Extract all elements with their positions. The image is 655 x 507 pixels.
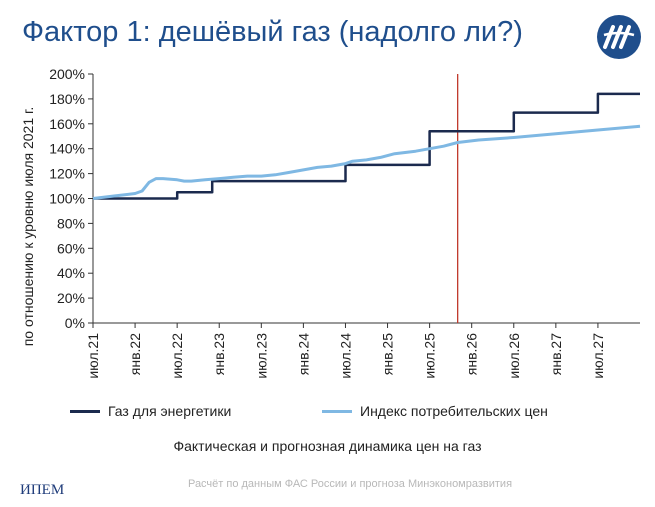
org-label: ИПЕМ xyxy=(20,482,65,498)
y-tick-label: 140% xyxy=(49,141,85,157)
x-tick-label: июл.25 xyxy=(422,333,438,379)
legend-swatch-gas xyxy=(70,409,100,413)
y-tick-label: 0% xyxy=(65,315,85,331)
y-tick-label: 120% xyxy=(49,166,85,182)
y-axis-label: по отношению к уровню июля 2021 г. xyxy=(20,107,36,347)
y-tick-label: 180% xyxy=(49,91,85,107)
x-tick-label: июл.27 xyxy=(590,333,606,379)
y-tick-label: 80% xyxy=(57,215,85,231)
y-tick-label: 60% xyxy=(57,240,85,256)
x-tick-label: июл.26 xyxy=(506,333,522,379)
source-note: Расчёт по данным ФАС России и прогноза М… xyxy=(187,478,513,490)
legend-swatch-cpi xyxy=(322,409,352,413)
x-tick-label: июл.24 xyxy=(337,333,353,379)
x-tick-label: июл.23 xyxy=(253,333,269,379)
x-tick-label: янв.22 xyxy=(127,333,143,375)
legend-item-gas: Газ для энергетики xyxy=(70,403,231,419)
page-title: Фактор 1: дешёвый газ (надолго ли?) xyxy=(22,16,523,48)
series-line-cpi xyxy=(92,124,641,200)
x-tick-label: июл.21 xyxy=(85,333,101,379)
legend-item-cpi: Индекс потребительских цен xyxy=(322,403,548,419)
ipem-logo xyxy=(597,15,641,59)
y-tick-label: 160% xyxy=(49,116,85,132)
x-tick-label: июл.22 xyxy=(169,333,185,379)
x-tick-label: янв.23 xyxy=(211,333,227,375)
gas-price-chart: 0% 20% 40% 60% 80% 100% 120% 140% 160% 180% 200% ию… xyxy=(20,66,641,379)
x-tick-label: янв.24 xyxy=(295,333,311,375)
y-tick-label: 40% xyxy=(57,265,85,281)
series-line-gas xyxy=(93,92,640,200)
legend-label-gas: Газ для энергетики xyxy=(108,403,232,419)
x-tick-label: янв.26 xyxy=(464,333,480,375)
y-tick-label: 200% xyxy=(49,66,85,82)
legend-label-cpi: Индекс потребительских цен xyxy=(360,403,548,419)
y-tick-label: 20% xyxy=(57,290,85,306)
x-tick-label: янв.27 xyxy=(548,333,564,375)
x-tick-label: янв.25 xyxy=(380,333,396,375)
y-tick-label: 100% xyxy=(49,191,85,207)
chart-caption: Фактическая и прогнозная динамика цен на… xyxy=(173,438,482,454)
